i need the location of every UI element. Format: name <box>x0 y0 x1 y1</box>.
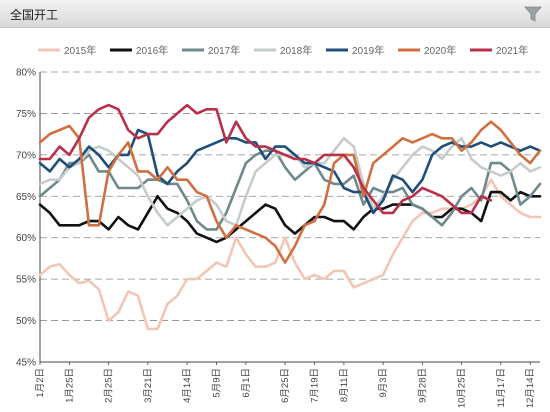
y-tick-label: 50% <box>16 316 36 327</box>
x-tick-label: 6月25日 <box>280 368 291 403</box>
y-tick-label: 45% <box>16 358 36 369</box>
legend-label: 2019年 <box>352 44 384 57</box>
x-tick-label: 11月17日 <box>496 368 507 407</box>
filter-funnel-icon[interactable] <box>524 6 542 22</box>
legend-label: 2016年 <box>136 44 168 57</box>
series-line-2020年 <box>38 120 542 264</box>
x-tick-label: 4月14日 <box>182 368 193 403</box>
x-tick-label: 8月11日 <box>339 368 350 402</box>
x-tick-label: 10月25日 <box>457 368 468 408</box>
series-line-2016年 <box>38 190 542 244</box>
legend-label: 2020年 <box>424 44 456 57</box>
x-tick-label: 6月1日 <box>241 368 252 398</box>
legend-label: 2021年 <box>496 44 528 57</box>
x-tick-label: 5月9日 <box>211 368 222 398</box>
y-tick-label: 70% <box>16 150 36 161</box>
series-line-2021年 <box>38 103 493 215</box>
x-tick-label: 1月2日 <box>35 368 46 398</box>
legend-label: 2018年 <box>280 44 312 57</box>
y-tick-label: 75% <box>16 109 36 120</box>
y-tick-label: 80% <box>16 68 36 79</box>
y-tick-label: 55% <box>16 275 36 286</box>
x-tick-label: 9月28日 <box>417 368 428 403</box>
legend-label: 2017年 <box>208 44 240 57</box>
series-line-2017年 <box>38 149 542 231</box>
x-tick-label: 1月25日 <box>64 368 75 403</box>
chart-header-bar: 全国开工 <box>0 0 550 28</box>
chart-title: 全国开工 <box>10 8 59 22</box>
y-tick-label: 60% <box>16 233 36 244</box>
legend-label: 2015年 <box>64 44 96 57</box>
x-tick-label: 2月25日 <box>104 368 115 403</box>
x-tick-label: 12月14日 <box>525 368 536 408</box>
line-chart: 2015年 2016年 2017年 2018年 2019年 2020年 2021年 45% 50… <box>16 44 542 408</box>
x-tick-label: 7月19日 <box>310 368 321 403</box>
x-tick-label: 9月3日 <box>378 368 389 398</box>
y-tick-label: 65% <box>16 192 36 203</box>
x-tick-label: 3月21日 <box>143 368 154 403</box>
